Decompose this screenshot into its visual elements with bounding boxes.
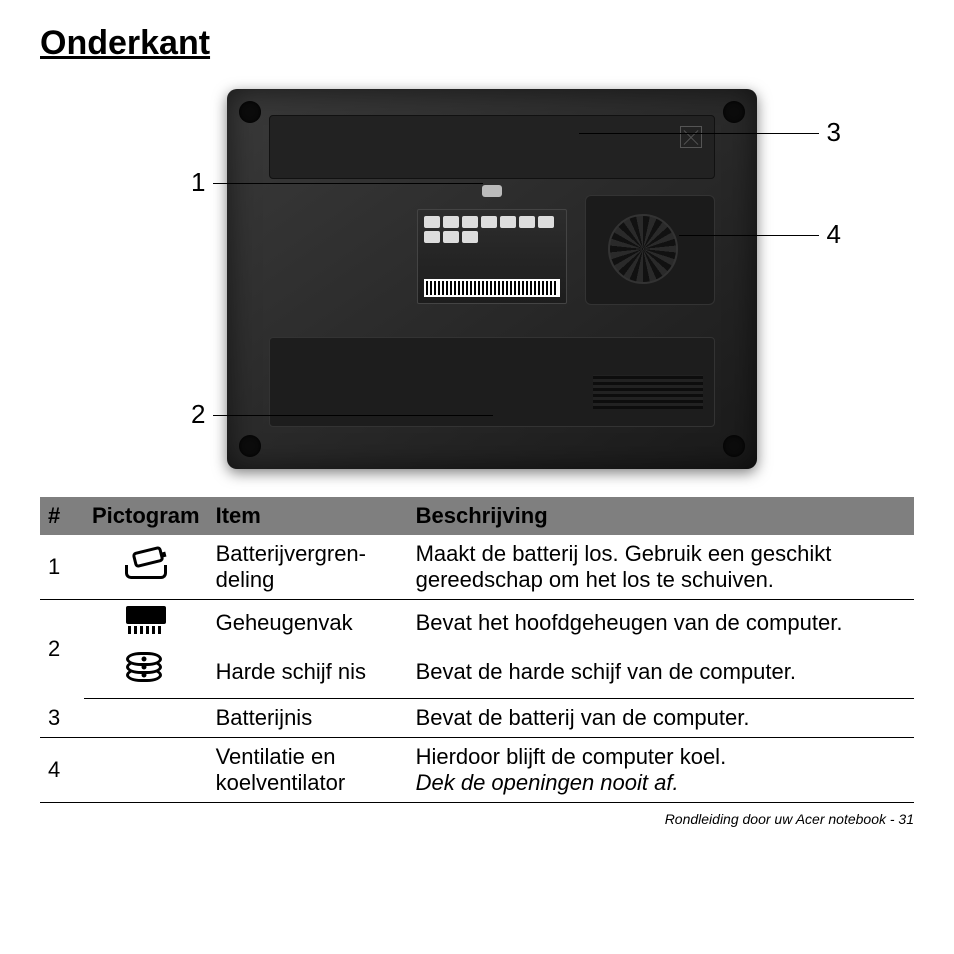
battery-release-icon <box>123 549 169 579</box>
row-item: Batterijnis <box>208 699 408 738</box>
col-header-description: Beschrijving <box>408 497 914 535</box>
callout-4: 4 <box>827 219 841 250</box>
memory-chip-icon <box>124 606 168 634</box>
row-icon-cell <box>84 699 208 738</box>
barcode <box>424 279 560 297</box>
table-row: 3 Batterijnis Bevat de batterij van de c… <box>40 699 914 738</box>
vent-slots <box>593 375 703 409</box>
col-header-pictogram: Pictogram <box>84 497 208 535</box>
table-row: Harde schijf nis Bevat de harde schijf v… <box>40 646 914 699</box>
page-footer: Rondleiding door uw Acer notebook - 31 <box>40 811 914 827</box>
row-description: Hierdoor blijft de computer koel. Dek de… <box>408 738 914 803</box>
col-header-item: Item <box>208 497 408 535</box>
row-icon-cell <box>84 646 208 699</box>
page-title: Onderkant <box>40 24 914 63</box>
compliance-label <box>417 209 567 304</box>
callout-1-line <box>213 183 483 184</box>
row-number: 3 <box>40 699 84 738</box>
col-header-number: # <box>40 497 84 535</box>
callout-3-line <box>579 133 819 134</box>
row-item: Geheugenvak <box>208 600 408 647</box>
laptop-bottom-diagram: 1 2 3 4 <box>87 79 867 479</box>
callout-2: 2 <box>191 399 205 430</box>
battery-bay-panel <box>269 115 715 179</box>
row-description-line: Hierdoor blijft de computer koel. <box>416 744 727 769</box>
row-description: Bevat de harde schijf van de computer. <box>408 646 914 699</box>
parts-table: # Pictogram Item Beschrijving 1 Batterij… <box>40 497 914 803</box>
row-item: Harde schijf nis <box>208 646 408 699</box>
row-item: Batterijvergren-deling <box>208 535 408 600</box>
row-number: 1 <box>40 535 84 600</box>
rubber-foot <box>239 435 261 457</box>
rubber-foot <box>723 435 745 457</box>
row-item: Ventilatie en koelventilator <box>208 738 408 803</box>
callout-2-line <box>213 415 493 416</box>
table-row: 2 Geheugenvak Bevat het hoofdgeheugen va… <box>40 600 914 647</box>
row-number: 2 <box>40 600 84 699</box>
table-row: 1 Batterijvergren-deling Maakt de batter… <box>40 535 914 600</box>
fan-grille <box>608 214 678 284</box>
laptop-body <box>227 89 757 469</box>
no-dispose-icon <box>680 126 702 148</box>
battery-latch <box>482 185 502 197</box>
row-description: Bevat de batterij van de computer. <box>408 699 914 738</box>
row-description: Maakt de batterij los. Gebruik een gesch… <box>408 535 914 600</box>
row-description-warning: Dek de openingen nooit af. <box>416 770 679 795</box>
row-icon-cell <box>84 738 208 803</box>
row-number: 4 <box>40 738 84 803</box>
callout-4-line <box>679 235 819 236</box>
row-description: Bevat het hoofdgeheugen van de computer. <box>408 600 914 647</box>
callout-3: 3 <box>827 117 841 148</box>
hard-drive-icon <box>126 652 166 686</box>
table-row: 4 Ventilatie en koelventilator Hierdoor … <box>40 738 914 803</box>
row-icon-cell <box>84 600 208 647</box>
row-icon-cell <box>84 535 208 600</box>
vent-panel <box>585 195 715 305</box>
callout-1: 1 <box>191 167 205 198</box>
